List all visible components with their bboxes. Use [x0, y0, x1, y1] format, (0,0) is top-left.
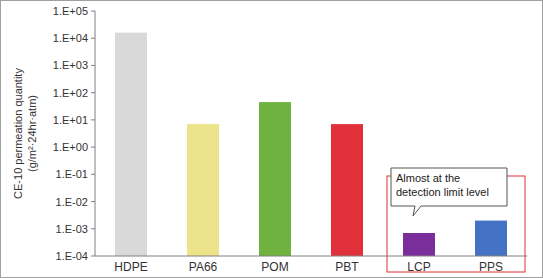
y-tick-label: 1.E+03 [53, 59, 88, 71]
y-axis-label: CE-10 permeation quantity(g/m²·24hr·atm) [12, 68, 38, 199]
y-tick [91, 256, 95, 257]
x-axis [95, 256, 527, 257]
bar [331, 124, 363, 256]
y-tick [91, 65, 95, 66]
x-tick-label: HDPE [114, 260, 147, 274]
y-tick-label: 1.E-02 [56, 196, 88, 208]
annotation-line: Almost at the [396, 172, 460, 184]
y-tick [91, 92, 95, 93]
y-tick [91, 11, 95, 12]
y-tick-label: 1.E+01 [53, 114, 88, 126]
y-tick [91, 174, 95, 175]
y-tick [91, 228, 95, 229]
bar [475, 221, 507, 256]
bar [187, 124, 219, 256]
bar [115, 33, 147, 256]
annotation: Almost at the detection limit level [396, 172, 489, 198]
y-tick [91, 119, 95, 120]
x-tick-label: PBT [335, 260, 359, 274]
bar [259, 102, 291, 256]
chart: 1.E-04 1.E-03 1.E-02 1.E-01 1.E+00 1.E+01 1.E+… [0, 0, 543, 278]
y-tick-label: 1.E-03 [56, 223, 88, 235]
bar [403, 233, 435, 256]
y-tick-label: 1.E-04 [56, 250, 88, 262]
y-axis [95, 11, 96, 256]
x-tick-label: POM [261, 260, 288, 274]
y-tick [91, 201, 95, 202]
y-tick-label: 1.E+00 [53, 141, 88, 153]
y-axis-label-line: (g/m²·24hr·atm) [26, 95, 38, 172]
callout [391, 168, 507, 216]
y-axis-label-line: CE-10 permeation quantity [12, 68, 24, 199]
y-tick-label: 1.E+04 [53, 32, 88, 44]
annotation-line: detection limit level [396, 186, 489, 198]
y-tick-label: 1.E+02 [53, 87, 88, 99]
y-tick-label: 1.E+05 [53, 5, 88, 17]
frame [1, 1, 543, 278]
y-tick [91, 147, 95, 148]
y-tick [91, 38, 95, 39]
y-tick-label: 1.E-01 [56, 168, 88, 180]
x-tick-label: PA66 [189, 260, 218, 274]
